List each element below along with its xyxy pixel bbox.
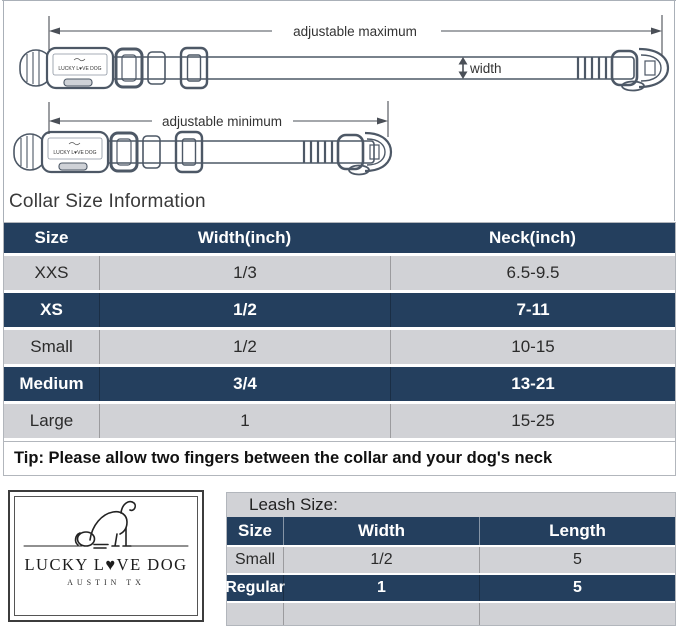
brand-logo-frame: LUCKY L♥VE DOG AUSTIN TX bbox=[14, 496, 198, 616]
image-edge-line bbox=[2, 0, 676, 1]
table-row-xxs: XXS 1/3 6.5-9.5 bbox=[4, 256, 675, 290]
cell-width: 1/2 bbox=[283, 547, 479, 573]
cell-size: Large bbox=[29, 411, 74, 430]
table-row-large: Large 1 15-25 bbox=[4, 404, 675, 438]
leash-size-table: Leash Size: Size Width Length Small 1/2 … bbox=[225, 492, 676, 626]
header-size: Size bbox=[34, 228, 69, 247]
table-row-xs: XS 1/2 7-11 bbox=[4, 293, 675, 327]
cell-neck: 7-11 bbox=[390, 293, 675, 327]
cell-width: 1/2 bbox=[99, 330, 390, 364]
header-size: Size bbox=[237, 521, 273, 540]
cell-width: 1/2 bbox=[99, 293, 390, 327]
dimension-max: adjustable maximum bbox=[48, 15, 663, 56]
cell-neck: 15-25 bbox=[390, 404, 675, 438]
cell-size: XS bbox=[40, 300, 63, 319]
cell-size: Medium bbox=[19, 374, 84, 393]
collar-min-drawing: LUCKY L♥VE DOG bbox=[13, 130, 393, 176]
collar-section-title: Collar Size Information bbox=[9, 191, 206, 212]
cell-width: 3/4 bbox=[99, 367, 390, 401]
leash-section-title: Leash Size: bbox=[227, 493, 675, 517]
collar-diagram: LUCKY L♥VE DOG bbox=[13, 15, 670, 176]
cell-size: Small bbox=[234, 551, 275, 568]
cell-width: 1 bbox=[283, 575, 479, 601]
dog-logo-icon bbox=[23, 500, 189, 549]
square-ring bbox=[179, 46, 209, 90]
cell-neck: 10-15 bbox=[390, 330, 675, 364]
d-ring bbox=[638, 47, 670, 89]
cell-neck: 6.5-9.5 bbox=[390, 256, 675, 290]
cell-width: 1/3 bbox=[99, 256, 390, 290]
dim-min-label: adjustable minimum bbox=[162, 114, 282, 129]
cell-neck: 13-21 bbox=[390, 367, 675, 401]
cell-width: 1 bbox=[99, 404, 390, 438]
cell-size: Regular bbox=[225, 579, 285, 596]
collar-table-header-row: Size Width(inch) Neck(inch) bbox=[4, 223, 675, 253]
dimension-width: width bbox=[458, 57, 502, 79]
header-length: Length bbox=[479, 517, 675, 545]
table-row-empty bbox=[227, 603, 675, 625]
brand-location-text: AUSTIN TX bbox=[67, 578, 145, 587]
image-edge-line bbox=[674, 0, 675, 221]
collar-max-drawing: LUCKY L♥VE DOG bbox=[19, 46, 670, 92]
dim-max-label: adjustable maximum bbox=[293, 24, 417, 39]
d-ring bbox=[364, 131, 393, 173]
brand-name-text: LUCKY L♥VE DOG bbox=[24, 555, 188, 574]
header-neck: Neck(inch) bbox=[489, 228, 576, 247]
dimension-min: adjustable minimum bbox=[48, 101, 389, 137]
brand-logo: LUCKY L♥VE DOG AUSTIN TX bbox=[8, 490, 204, 622]
header-width: Width(inch) bbox=[197, 228, 292, 247]
cell-length: 5 bbox=[479, 575, 675, 601]
cell-length bbox=[479, 603, 675, 625]
table-row-leash-regular: Regular 1 5 bbox=[225, 575, 675, 601]
table-row-medium: Medium 3/4 13-21 bbox=[4, 367, 675, 401]
dim-width-label: width bbox=[469, 61, 502, 76]
fit-tip-text: Tip: Please allow two fingers between th… bbox=[4, 441, 675, 475]
leash-table-header-row: Size Width Length bbox=[227, 517, 675, 545]
cell-size: XXS bbox=[34, 263, 69, 282]
buckle-brand-text: LUCKY L♥VE DOG bbox=[58, 66, 101, 72]
table-row-small: Small 1/2 10-15 bbox=[4, 330, 675, 364]
cell-length: 5 bbox=[479, 547, 675, 573]
cell-width bbox=[283, 603, 479, 625]
buckle-brand-text: LUCKY L♥VE DOG bbox=[53, 150, 96, 156]
header-width: Width bbox=[283, 517, 479, 545]
cell-size bbox=[227, 603, 283, 625]
cell-size: Small bbox=[30, 337, 73, 356]
collar-size-table: Size Width(inch) Neck(inch) XXS 1/3 6.5-… bbox=[3, 222, 676, 476]
table-row-leash-small: Small 1/2 5 bbox=[227, 547, 675, 573]
